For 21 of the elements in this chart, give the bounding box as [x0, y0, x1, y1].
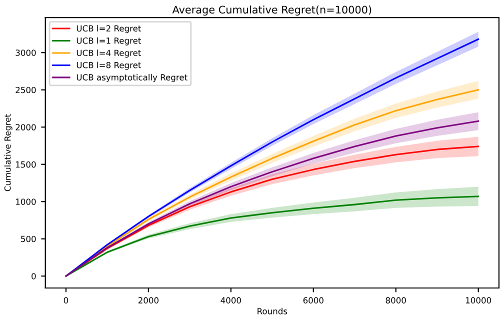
y-tick-label: 2500	[16, 86, 36, 94]
x-tick-label: 8000	[386, 297, 406, 304]
y-axis-title: Cumulative Regret	[4, 114, 12, 192]
legend-label: UCB asymptotically Regret	[76, 74, 188, 82]
y-tick-label: 3000	[16, 50, 36, 56]
legend-label: UCB l=2 Regret	[76, 25, 141, 34]
x-tick-label: 4000	[220, 297, 241, 304]
legend-label: UCB l=4 Regret	[76, 50, 141, 58]
x-axis-title: Rounds	[258, 308, 288, 314]
x-tick-label: 2000	[138, 297, 158, 304]
legend-label: UCB l=1 Regret	[76, 37, 141, 46]
y-tick-label: 0	[32, 273, 36, 280]
y-tick-label: 500	[21, 236, 36, 242]
x-tick-label: 6000	[303, 297, 324, 304]
y-tick-label: 1500	[16, 161, 36, 168]
x-tick-label: 0	[64, 297, 68, 304]
chart-title: Average Cumulative Regret(n=10000)	[172, 6, 372, 16]
legend-label: UCB l=8 Regret	[76, 62, 141, 70]
y-tick-label: 1000	[16, 198, 36, 205]
y-tick-label: 2000	[16, 124, 36, 130]
x-tick-label: 10000	[466, 297, 492, 304]
